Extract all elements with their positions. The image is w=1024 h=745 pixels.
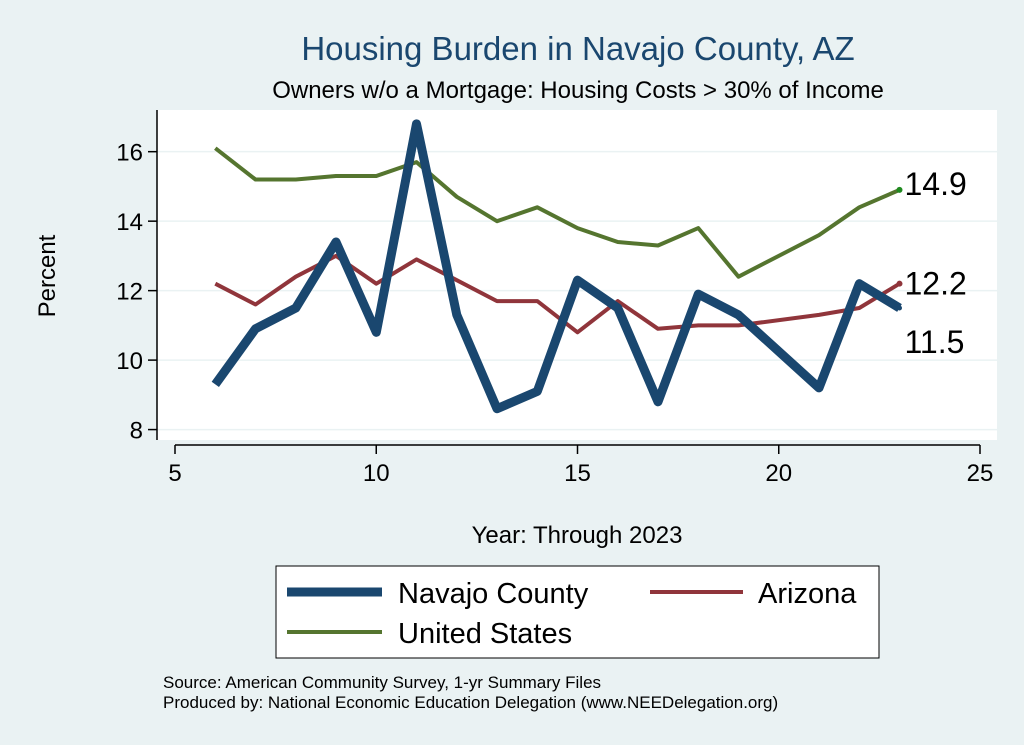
chart-subtitle: Owners w/o a Mortgage: Housing Costs > 3…	[272, 77, 884, 104]
y-axis-label: Percent	[34, 234, 61, 317]
x-tick-label-20: 20	[765, 460, 792, 487]
x-tick-label-25: 25	[967, 460, 994, 487]
x-tick-label-5: 5	[168, 460, 181, 487]
y-tick-label-16: 16	[116, 140, 143, 167]
plot-area	[157, 110, 997, 440]
series-lines	[211, 119, 903, 414]
x-tick-label-15: 15	[564, 460, 591, 487]
chart-title: Housing Burden in Navajo County, AZ	[301, 30, 854, 67]
series-line-navajo-county	[211, 119, 902, 414]
x-tick-label-10: 10	[363, 460, 390, 487]
end-label-united-states: 14.9	[905, 166, 967, 202]
y-tick-label-12: 12	[116, 279, 143, 306]
axes: 8 10 12 14 16 5 10 15 20 25	[116, 110, 993, 487]
legend: Navajo County Arizona United States	[275, 565, 880, 659]
y-tick-label-8: 8	[130, 418, 143, 445]
legend-label-arizona: Arizona	[758, 578, 857, 610]
legend-label-united-states: United States	[398, 618, 572, 650]
source-line: Source: American Community Survey, 1-yr …	[163, 673, 601, 692]
end-label-navajo-county: 11.5	[905, 324, 965, 360]
y-tick-label-10: 10	[116, 348, 143, 375]
producer-line: Produced by: National Economic Education…	[163, 693, 778, 712]
legend-label-navajo-county: Navajo County	[398, 578, 589, 610]
end-label-arizona: 12.2	[905, 266, 967, 302]
end-point-navajo-county	[897, 305, 902, 311]
end-point-arizona	[896, 280, 903, 287]
legend-box	[275, 565, 880, 659]
end-point-united-states	[896, 186, 903, 193]
y-tick-label-14: 14	[116, 209, 143, 236]
x-axis-label: Year: Through 2023	[472, 522, 683, 549]
end-labels: 11.5 12.2 14.9	[905, 166, 967, 360]
series-line-united-states	[214, 146, 901, 279]
